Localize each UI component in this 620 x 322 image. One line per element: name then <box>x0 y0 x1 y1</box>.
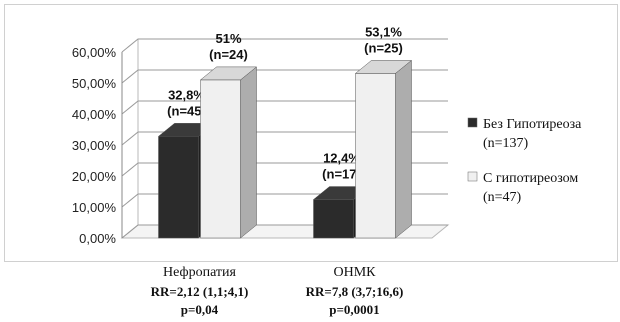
bar-top <box>199 66 258 81</box>
data-label-percent: 12,4% <box>323 151 360 166</box>
y-tick-label: 20,00% <box>72 169 117 184</box>
chart-frame <box>4 4 618 262</box>
y-tick-label: 40,00% <box>72 107 117 122</box>
bar <box>313 199 354 239</box>
category-stat: p=0,0001 <box>329 302 379 317</box>
data-label-count: (n=45) <box>167 103 206 118</box>
data-label-percent: 51% <box>215 31 241 46</box>
y-tick-label: 10,00% <box>72 200 117 215</box>
gridline <box>121 100 448 115</box>
gridline <box>121 162 448 177</box>
category-label: Нефропатия <box>163 265 237 280</box>
gridline <box>121 38 448 53</box>
data-label-count: (n=24) <box>209 47 248 62</box>
data-label-percent: 32,8% <box>168 87 205 102</box>
y-tick-label: 60,00% <box>72 45 117 60</box>
gridline <box>121 69 448 84</box>
y-tick-label: 30,00% <box>72 138 117 153</box>
data-label-percent: 53,1% <box>365 24 402 39</box>
category-stat: RR=7,8 (3,7;16,6) <box>306 284 404 299</box>
bar-side <box>240 66 257 239</box>
y-tick-label: 50,00% <box>72 76 117 91</box>
category-label: ОНМК <box>333 265 376 280</box>
legend-swatch <box>467 117 478 128</box>
gridline <box>121 131 448 146</box>
bar <box>200 79 241 239</box>
data-label-count: (n=17) <box>322 167 361 182</box>
bar <box>355 73 396 239</box>
legend-label: (n=47) <box>483 190 522 205</box>
bar <box>158 136 199 239</box>
category-stat: p=0,04 <box>181 302 219 317</box>
category-stat: RR=2,12 (1,1;4,1) <box>151 284 249 299</box>
bar-top <box>354 60 413 74</box>
y-tick-label: 0,00% <box>79 231 116 246</box>
legend-label: Без Гипотиреоза <box>483 117 582 132</box>
data-label-count: (n=25) <box>364 40 403 55</box>
legend-label: (n=137) <box>483 136 529 151</box>
bar-side <box>395 59 412 239</box>
legend-swatch <box>467 171 478 182</box>
legend-label: С гипотиреозом <box>483 171 578 186</box>
